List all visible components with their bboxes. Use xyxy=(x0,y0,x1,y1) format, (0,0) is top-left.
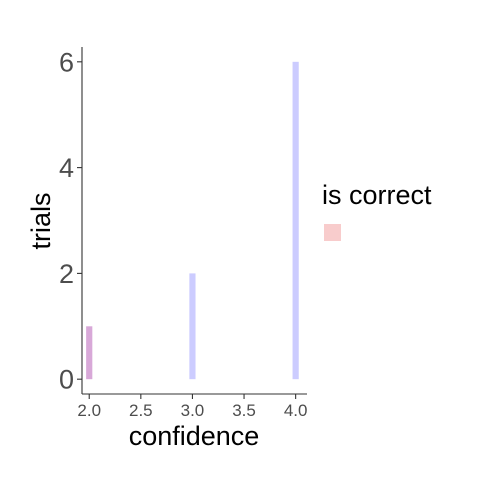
y-tick-label: 2 xyxy=(59,259,74,289)
legend-key-0 xyxy=(324,224,341,241)
x-tick-label: 4.0 xyxy=(284,401,308,420)
y-ticks: 0 2 4 6 xyxy=(59,47,82,394)
bars xyxy=(86,62,299,379)
x-ticks: 2.0 2.5 3.0 3.5 4.0 xyxy=(77,394,307,420)
bar-1-1 xyxy=(293,62,299,379)
bar-0-0 xyxy=(86,326,92,379)
y-tick-label: 4 xyxy=(59,153,74,183)
legend-title: is correct xyxy=(322,180,432,210)
legend-keys xyxy=(324,224,341,241)
legend: is correct xyxy=(322,180,432,241)
x-tick-label: 2.0 xyxy=(77,401,101,420)
y-tick-label: 6 xyxy=(59,47,74,77)
y-tick-label: 0 xyxy=(59,365,74,395)
bar-1-0 xyxy=(189,273,195,379)
x-axis-title: confidence xyxy=(129,421,260,451)
x-tick-label: 3.0 xyxy=(181,401,205,420)
x-tick-label: 3.5 xyxy=(232,401,256,420)
x-tick-label: 2.5 xyxy=(129,401,153,420)
y-axis-title: trials xyxy=(26,192,56,249)
